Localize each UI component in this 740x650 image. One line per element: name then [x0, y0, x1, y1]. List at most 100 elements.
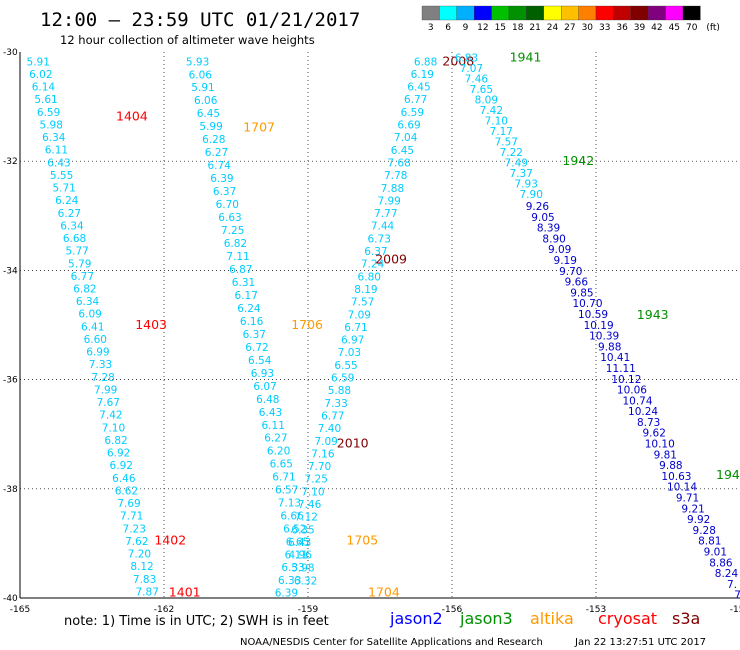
wave-height-value: 6.28 — [202, 134, 225, 146]
wave-height-value: 6.11 — [285, 550, 308, 562]
legend-swatch — [595, 5, 614, 21]
x-tick-label: -162 — [154, 605, 174, 615]
legend-label: 39 — [634, 23, 646, 33]
time-label: 1707 — [243, 119, 275, 134]
wave-height-value: 7.22 — [500, 147, 523, 159]
wave-height-value: 5.79 — [68, 258, 91, 270]
legend-swatch — [648, 5, 666, 21]
wave-height-value: 6.06 — [194, 95, 218, 107]
wave-height-value: 6.83 — [455, 52, 478, 64]
wave-height-value: 6.37 — [243, 329, 266, 341]
wave-height-value: 6.55 — [334, 360, 357, 372]
wave-height-value: 6.11 — [45, 145, 68, 157]
wave-height-value: 8.86 — [709, 557, 733, 569]
x-tick-label: -150 — [730, 605, 740, 615]
wave-height-value: 6.27 — [264, 433, 287, 445]
satellite-name-cryosat: cryosat — [598, 609, 657, 628]
wave-height-value: 6.43 — [288, 537, 311, 549]
wave-height-value: 6.11 — [262, 420, 285, 432]
time-label: 1942 — [562, 153, 594, 168]
time-label: 2010 — [337, 435, 369, 450]
wave-height-value: 6.60 — [84, 334, 107, 346]
wave-height-value: 6.41 — [81, 321, 104, 333]
color-legend: 3 6 9 12 15 18 21 24 27 30 33 36 39 42 45 70 (ft) — [421, 5, 720, 33]
legend-swatch — [613, 5, 631, 21]
wave-height-value: 7.46 — [465, 73, 489, 85]
x-tick-label: -159 — [298, 605, 319, 615]
wave-height-value: 7.62 — [125, 536, 148, 548]
wave-height-value: 7.65 — [470, 84, 493, 96]
wave-height-value: 7.04 — [394, 132, 418, 144]
wave-height-value: 6.33 — [281, 562, 304, 574]
wave-height-value: 10.59 — [578, 309, 608, 321]
satellite-track: 6.837.077.467.658.097.427.107.177.577.22… — [455, 49, 595, 201]
wave-height-value: 7.09 — [348, 309, 371, 321]
time-label: 1404 — [116, 108, 148, 123]
wave-height-value: 6.74 — [208, 160, 232, 172]
time-label: 2009 — [375, 251, 407, 266]
credit-line: NOAA/NESDIS Center for Satellite Applica… — [240, 637, 543, 648]
wave-height-value: 6.66 — [280, 511, 304, 523]
wave-height-value: 6.48 — [256, 394, 279, 406]
satellite-track: 9.269.058.398.909.099.199.709.669.8510.7… — [526, 201, 740, 602]
wave-height-value: 8.90 — [542, 233, 565, 245]
wave-height-value: 8.24 — [715, 568, 739, 580]
wave-height-value: 8.19 — [354, 284, 377, 296]
wave-height-value: 9.09 — [548, 244, 571, 256]
wave-height-value: 10.39 — [589, 331, 619, 343]
time-label: 1943 — [637, 307, 669, 322]
wave-height-value: 7.33 — [89, 359, 112, 371]
wave-height-value: 10.06 — [617, 385, 647, 397]
chart-subtitle: 12 hour collection of altimeter wave hei… — [60, 33, 315, 47]
wave-height-value: 6.02 — [29, 69, 52, 81]
legend-label: 24 — [547, 23, 559, 33]
wave-height-value: 5.93 — [186, 56, 209, 68]
legend-swatch — [630, 5, 649, 21]
wave-height-value: 10.41 — [600, 352, 630, 364]
footnote: note: 1) Time is in UTC; 2) SWH is in fe… — [64, 614, 329, 629]
time-label: 1941 — [510, 49, 542, 64]
wave-height-value: 9.28 — [693, 525, 716, 537]
wave-height-value: 7.40 — [318, 423, 341, 435]
wave-height-value: 9.21 — [681, 503, 704, 515]
legend-label: 18 — [512, 23, 524, 33]
wave-height-value: 6.77 — [404, 94, 427, 106]
wave-height-value: 6.77 — [71, 271, 94, 283]
wave-height-value: 6.97 — [341, 335, 364, 347]
time-label: 1403 — [135, 317, 167, 332]
wave-height-value: 7.10 — [485, 115, 508, 127]
wave-height-value: 5.55 — [50, 170, 73, 182]
wave-height-value: 5.61 — [34, 94, 57, 106]
legend-label: 9 — [463, 23, 469, 33]
wave-height-value: 7.24 — [361, 259, 385, 271]
wave-height-value: 5.88 — [328, 385, 351, 397]
wave-height-value: 9.66 — [565, 277, 589, 289]
wave-height-value: 7.90 — [520, 189, 543, 201]
legend-swatch — [491, 5, 510, 21]
wave-height-value: 6.92 — [110, 460, 133, 472]
wave-height-value: 10.70 — [572, 298, 602, 310]
wave-height-value: 10.63 — [661, 471, 691, 483]
legend-label: 15 — [495, 23, 506, 33]
wave-height-value: 6.71 — [344, 322, 367, 334]
wave-height-value: 6.24 — [237, 303, 261, 315]
wave-height-value: 5.77 — [65, 246, 88, 258]
wave-height-value: 7.13 — [278, 498, 301, 510]
legend-label: 27 — [564, 23, 575, 33]
wave-height-value: 6.06 — [189, 69, 213, 81]
wave-height-value: 7.93 — [515, 178, 538, 190]
legend-label: 70 — [686, 23, 698, 33]
wave-height-value: 9.92 — [687, 514, 710, 526]
wave-height-value: 5.71 — [52, 183, 75, 195]
legend-swatch — [665, 5, 684, 21]
wave-height-value: 7.09 — [314, 436, 337, 448]
wave-height-value: 6.45 — [197, 108, 220, 120]
wave-height-value: 9.88 — [659, 460, 682, 472]
y-tick-label: -32 — [3, 157, 18, 167]
wave-height-value: 6.77 — [321, 410, 344, 422]
wave-height-value: 6.34 — [42, 132, 66, 144]
wave-height-value: 6.20 — [267, 446, 290, 458]
wave-height-value: 6.52 — [283, 524, 306, 536]
wave-height-value: 6.73 — [368, 233, 391, 245]
wave-height-value: 6.19 — [411, 69, 434, 81]
